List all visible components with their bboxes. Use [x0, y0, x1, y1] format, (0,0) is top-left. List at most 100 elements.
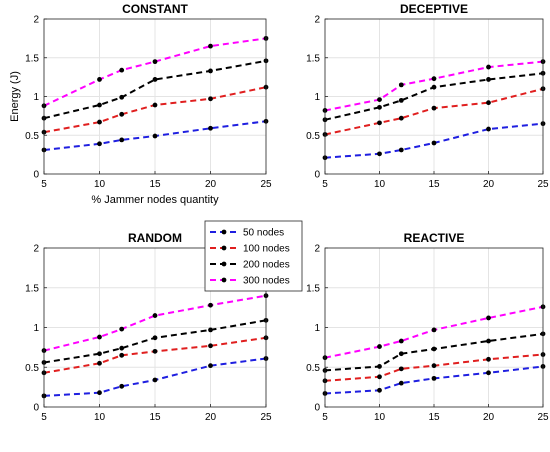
legend: 50 nodes 100 nodes 200 nodes 300 nodes — [204, 220, 303, 292]
data-point — [208, 327, 213, 333]
panel-title: DECEPTIVE — [400, 2, 468, 16]
data-point — [377, 344, 382, 349]
data-point — [97, 119, 102, 125]
x-tick-label: 15 — [149, 179, 161, 190]
data-point — [119, 111, 125, 117]
series-line-50-nodes — [43, 357, 267, 397]
x-axis-label: % Jammer nodes quantity — [91, 194, 219, 206]
data-point — [377, 104, 382, 110]
series-line-300-nodes — [43, 37, 267, 107]
x-tick-label: 5 — [41, 179, 47, 190]
y-axis-label: Energy (J) — [9, 71, 21, 122]
data-point — [152, 313, 158, 318]
data-point — [486, 356, 491, 362]
y-tick-label: 0.5 — [25, 363, 39, 374]
x-tick-label: 20 — [205, 179, 217, 190]
data-point — [152, 377, 158, 383]
x-tick-label: 15 — [428, 179, 440, 190]
data-point — [119, 94, 125, 100]
legend-entry-50-nodes: 50 nodes — [210, 228, 284, 239]
x-tick-label: 25 — [260, 412, 272, 423]
legend-label: 300 nodes — [243, 276, 290, 287]
legend-entry-300-nodes: 300 nodes — [210, 276, 290, 287]
legend-marker — [221, 277, 227, 283]
data-point — [398, 338, 404, 344]
data-point — [431, 346, 437, 352]
data-point — [486, 64, 491, 70]
y-tick-label: 2 — [314, 244, 320, 255]
panel-reactive: 5 10 15 20 25 0 0.5 1 1.5 2 REACTIVE — [306, 231, 549, 423]
data-point — [431, 84, 437, 90]
data-point — [377, 387, 382, 393]
data-point — [398, 97, 404, 103]
data-point — [152, 102, 158, 108]
data-point — [431, 375, 437, 381]
data-point — [398, 366, 404, 372]
data-point — [377, 151, 382, 157]
data-point — [119, 137, 125, 143]
series-line-300-nodes — [324, 60, 544, 112]
y-tick-label: 1.5 — [306, 283, 320, 294]
data-point — [97, 77, 102, 82]
legend-label: 200 nodes — [243, 260, 290, 271]
x-tick-label: 25 — [537, 412, 549, 423]
x-tick-label: 20 — [205, 412, 217, 423]
data-point — [377, 97, 382, 102]
y-tick-label: 2 — [314, 15, 320, 26]
series-line-100-nodes — [324, 87, 544, 136]
data-point — [208, 302, 213, 308]
x-tick-label: 5 — [322, 179, 328, 190]
data-point — [486, 370, 491, 376]
data-point — [398, 147, 404, 153]
panel-deceptive: 5 10 15 20 25 0 0.5 1 1.5 2 DECEPTIVE — [306, 2, 549, 190]
panel-title: CONSTANT — [122, 2, 188, 16]
data-point — [208, 43, 213, 49]
y-tick-label: 1.5 — [25, 283, 39, 294]
data-point — [119, 383, 125, 389]
data-point — [208, 96, 213, 102]
data-point — [398, 115, 404, 121]
series-line-200-nodes — [43, 59, 267, 120]
legend-label: 100 nodes — [243, 244, 290, 255]
y-tick-label: 0.5 — [25, 131, 39, 142]
y-tick-label: 0.5 — [306, 131, 320, 142]
x-tick-label: 10 — [374, 179, 386, 190]
data-point — [97, 351, 102, 357]
data-point — [431, 363, 437, 369]
data-point — [377, 120, 382, 126]
legend-marker — [221, 229, 227, 235]
data-point — [377, 364, 382, 369]
data-point — [152, 348, 158, 354]
series-line-50-nodes — [43, 120, 267, 151]
data-point — [152, 335, 158, 341]
series-line-50-nodes — [324, 365, 544, 395]
legend-entry-100-nodes: 100 nodes — [210, 244, 290, 255]
series-line-50-nodes — [324, 122, 544, 159]
x-tick-label: 10 — [94, 412, 106, 423]
data-point — [208, 343, 213, 349]
data-point — [119, 326, 125, 332]
data-point — [377, 374, 382, 380]
y-tick-label: 2 — [33, 244, 39, 255]
data-point — [398, 351, 404, 357]
data-point — [97, 360, 102, 366]
y-tick-label: 1 — [314, 323, 320, 334]
data-point — [208, 125, 213, 131]
x-tick-label: 10 — [374, 412, 386, 423]
panel-constant: 5 10 15 20 25 0 0.5 1 1.5 2 CONSTANT % Jammer nodes… — [9, 2, 272, 206]
data-point — [431, 327, 437, 333]
series-line-200-nodes — [324, 332, 544, 372]
legend-marker — [221, 261, 227, 267]
legend-entry-200-nodes: 200 nodes — [210, 260, 290, 271]
y-tick-label: 1 — [33, 92, 39, 103]
x-tick-label: 25 — [537, 179, 549, 190]
panel-title: REACTIVE — [404, 231, 465, 245]
y-tick-label: 2 — [33, 15, 39, 26]
data-point — [486, 100, 491, 106]
data-point — [431, 140, 437, 146]
series-line-300-nodes — [43, 294, 267, 352]
series-line-300-nodes — [324, 305, 544, 359]
data-point — [431, 76, 437, 82]
data-point — [208, 68, 213, 74]
